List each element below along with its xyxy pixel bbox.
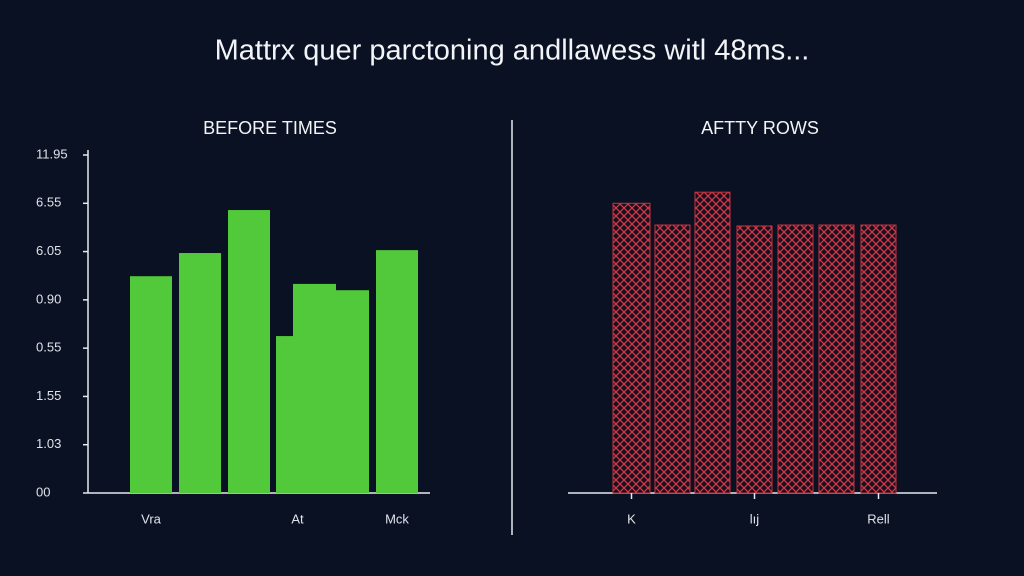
bar xyxy=(860,224,897,494)
y-tick-label: 6.05 xyxy=(36,243,61,258)
y-tick-label: 0.55 xyxy=(36,340,61,355)
bar xyxy=(654,224,691,494)
chart-title: AFTTY ROWS xyxy=(701,118,819,138)
page-title: Mattrx quer parctoning andllawess witl 4… xyxy=(215,35,810,67)
bar xyxy=(376,250,418,493)
bar xyxy=(325,290,369,493)
y-tick-label: 0.90 xyxy=(36,291,61,306)
y-tick-label: 1.03 xyxy=(36,436,61,451)
bar xyxy=(818,224,855,494)
x-tick-label: lıj xyxy=(750,511,760,526)
bar xyxy=(130,276,172,493)
y-tick-label: 11.95 xyxy=(36,146,68,161)
y-tick-label: 6.55 xyxy=(36,195,61,210)
x-tick-label: K xyxy=(627,511,636,526)
bar xyxy=(777,224,814,494)
bar xyxy=(612,202,651,494)
bar xyxy=(694,191,731,494)
chart-title: BEFORE TIMES xyxy=(203,118,337,138)
bar xyxy=(179,253,221,493)
y-tick-label: 1.55 xyxy=(36,388,61,403)
bar xyxy=(228,210,270,493)
bar xyxy=(736,225,773,494)
y-tick-label: 00 xyxy=(36,484,50,499)
x-tick-label: Rell xyxy=(867,511,890,526)
x-tick-label: Vra xyxy=(141,511,162,526)
x-tick-label: Mck xyxy=(385,511,409,526)
bar xyxy=(276,336,319,493)
x-tick-label: At xyxy=(291,511,304,526)
